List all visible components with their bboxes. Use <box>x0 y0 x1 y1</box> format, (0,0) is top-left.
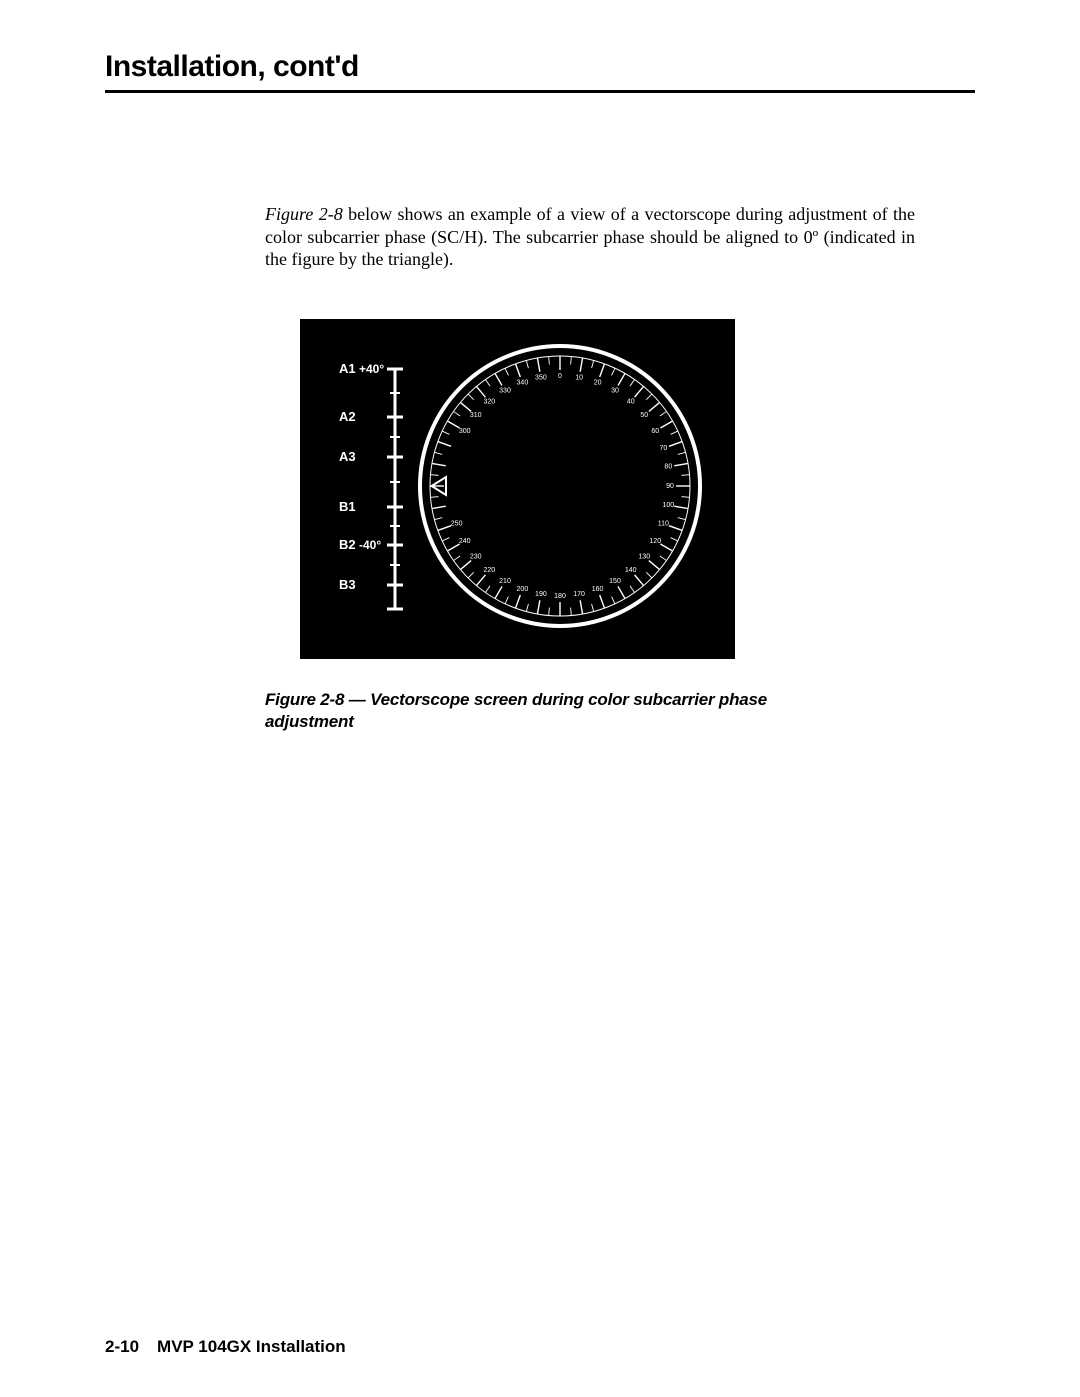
vectorscope-figure: 340 350 0 10 20 30 40 50 60 70 80 90 100 110 120 130140… <box>300 319 735 659</box>
svg-text:110: 110 <box>658 520 669 527</box>
svg-text:210: 210 <box>499 578 511 585</box>
svg-text:170: 170 <box>573 591 585 598</box>
footer-title: MVP 104GX Installation <box>157 1337 346 1356</box>
svg-text:A2: A2 <box>339 409 356 424</box>
svg-text:60: 60 <box>651 427 659 434</box>
svg-text:350: 350 <box>535 374 547 381</box>
svg-text:220: 220 <box>483 567 495 574</box>
page-number: 2-10 <box>105 1337 139 1356</box>
page-footer: 2-10 MVP 104GX Installation <box>105 1337 346 1357</box>
svg-text:130: 130 <box>638 553 650 560</box>
header-title: Installation, cont'd <box>105 50 975 84</box>
svg-text:10: 10 <box>575 374 583 381</box>
figure-caption: Figure 2-8 — Vectorscope screen during c… <box>265 689 825 735</box>
svg-text:160: 160 <box>592 586 604 593</box>
figure-ref: Figure 2-8 <box>265 204 343 224</box>
svg-text:200: 200 <box>517 586 529 593</box>
svg-text:80: 80 <box>664 463 672 470</box>
svg-text:0: 0 <box>558 372 562 379</box>
svg-text:50: 50 <box>640 412 648 419</box>
svg-text:240: 240 <box>459 537 471 544</box>
svg-text:140: 140 <box>625 567 637 574</box>
svg-text:190: 190 <box>535 591 547 598</box>
svg-text:230: 230 <box>470 553 482 560</box>
svg-text:250: 250 <box>451 520 463 527</box>
svg-text:B2: B2 <box>339 537 356 552</box>
vectorscope-svg: 340 350 0 10 20 30 40 50 60 70 80 90 100 110 120 130140… <box>300 319 735 659</box>
page-header: Installation, cont'd <box>105 50 975 93</box>
svg-text:180: 180 <box>554 592 566 599</box>
svg-text:310: 310 <box>470 412 482 419</box>
svg-text:30: 30 <box>611 387 619 394</box>
svg-text:-40°: -40° <box>359 538 381 552</box>
svg-text:300: 300 <box>459 427 471 434</box>
svg-text:330: 330 <box>499 387 511 394</box>
svg-text:100: 100 <box>662 501 674 508</box>
figure-wrap: 340 350 0 10 20 30 40 50 60 70 80 90 100 110 120 130140… <box>265 319 915 735</box>
svg-text:A3: A3 <box>339 449 356 464</box>
intro-paragraph: Figure 2-8 below shows an example of a v… <box>265 203 915 271</box>
page-body: Figure 2-8 below shows an example of a v… <box>105 203 975 734</box>
svg-text:B3: B3 <box>339 577 356 592</box>
svg-text:320: 320 <box>483 398 495 405</box>
svg-text:340: 340 <box>517 379 529 386</box>
svg-text:B1: B1 <box>339 499 356 514</box>
page: Installation, cont'd Figure 2-8 below sh… <box>0 0 1080 1397</box>
svg-text:40: 40 <box>627 398 635 405</box>
svg-text:90: 90 <box>666 482 674 489</box>
paragraph-text: below shows an example of a view of a ve… <box>265 204 915 269</box>
svg-text:150: 150 <box>609 578 621 585</box>
svg-text:120: 120 <box>649 537 661 544</box>
svg-text:A1: A1 <box>339 361 356 376</box>
svg-text:+40°: +40° <box>359 362 384 376</box>
svg-text:70: 70 <box>659 445 667 452</box>
svg-text:20: 20 <box>594 379 602 386</box>
